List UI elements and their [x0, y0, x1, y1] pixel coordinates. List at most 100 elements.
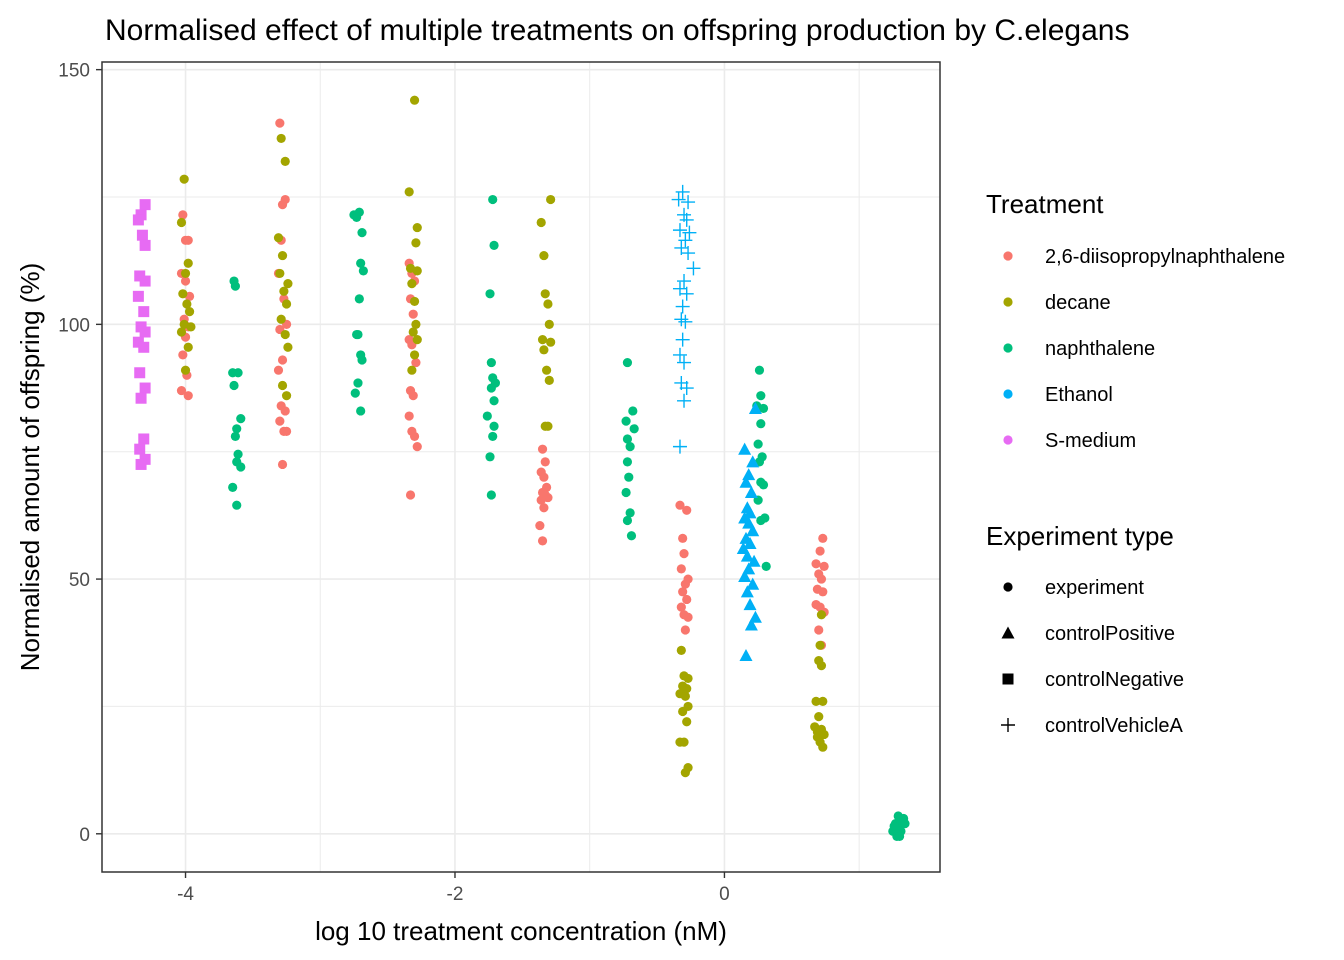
y-axis: 0 50 100 150 — [58, 61, 102, 846]
data-point — [138, 341, 150, 353]
data-point — [178, 350, 188, 360]
data-point — [357, 355, 367, 365]
data-point — [744, 485, 758, 498]
data-point — [818, 742, 828, 752]
data-point — [540, 457, 550, 467]
data-point — [544, 319, 554, 329]
data-point — [357, 228, 367, 238]
data-point — [815, 640, 825, 650]
y-tick-label: 150 — [58, 61, 90, 82]
data-point — [412, 442, 422, 452]
legend-key — [1003, 297, 1013, 307]
data-point — [738, 442, 752, 455]
data-point — [356, 258, 366, 268]
x-tick-label: -4 — [177, 884, 194, 905]
y-tick-label: 100 — [58, 315, 90, 336]
data-point — [682, 225, 697, 240]
data-point — [488, 194, 498, 205]
data-point — [682, 684, 692, 694]
data-point — [228, 482, 238, 492]
data-point — [744, 618, 758, 631]
data-point — [677, 274, 692, 289]
data-point — [675, 500, 685, 510]
data-point — [680, 768, 690, 778]
data-point — [743, 536, 757, 549]
data-point — [678, 533, 688, 543]
data-point — [679, 212, 694, 227]
data-point — [277, 380, 288, 391]
data-point — [678, 587, 688, 597]
data-point — [818, 587, 828, 597]
data-point — [624, 472, 634, 482]
data-point — [178, 289, 188, 299]
legend-item: controlVehicleA — [1001, 715, 1184, 737]
data-point — [539, 345, 549, 355]
legend-key — [1003, 435, 1013, 445]
data-point — [679, 549, 689, 559]
data-point — [183, 258, 193, 268]
data-point — [626, 531, 637, 541]
data-point — [819, 729, 829, 740]
plot-area — [101, 61, 941, 873]
data-point — [683, 673, 693, 684]
data-point — [682, 594, 692, 605]
legend-item: S-medium — [1003, 430, 1136, 452]
data-point — [816, 574, 827, 584]
data-point — [409, 431, 420, 442]
data-point — [675, 299, 690, 314]
legend-label: S-medium — [1045, 430, 1136, 452]
series-decane-experiment — [176, 95, 829, 778]
data-point — [485, 289, 495, 299]
data-point — [132, 290, 144, 302]
chart-title: Normalised effect of multiple treatments… — [105, 14, 1129, 47]
grid-lines — [102, 62, 940, 872]
legend-item: naphthalene — [1003, 338, 1155, 360]
data-point — [816, 610, 827, 620]
legend-key — [1003, 389, 1013, 399]
data-point — [756, 515, 766, 526]
data-point — [411, 238, 421, 248]
legend-label: controlVehicleA — [1045, 715, 1184, 737]
legend-item: controlPositive — [1001, 623, 1175, 645]
data-point — [742, 516, 756, 529]
data-point — [482, 411, 492, 421]
data-point — [277, 250, 288, 261]
x-axis: -4 -2 0 — [177, 872, 730, 905]
data-point — [678, 233, 693, 248]
data-point — [622, 515, 633, 526]
data-point — [186, 322, 196, 332]
data-point — [488, 431, 498, 442]
data-point — [544, 375, 554, 385]
y-axis-label: Normalised amount of offspring (%) — [15, 263, 45, 671]
legend-item: experiment — [1003, 577, 1144, 599]
data-point — [178, 210, 188, 220]
data-point — [236, 462, 246, 472]
data-point — [404, 411, 414, 421]
data-point — [281, 299, 292, 309]
series-ethanol-controlvehiclea — [671, 184, 701, 454]
data-point — [411, 357, 421, 368]
series-s-medium-controlnegative — [132, 199, 151, 470]
data-point — [743, 506, 757, 519]
data-point — [281, 426, 292, 436]
x-tick-label: -2 — [447, 884, 464, 905]
data-point — [678, 706, 688, 717]
legend: Treatment 2,6-diisopropylnaphthalene deca… — [986, 189, 1285, 737]
data-point — [354, 294, 364, 304]
data-point — [407, 365, 417, 375]
data-point — [408, 327, 418, 337]
data-point — [283, 279, 293, 289]
data-point — [232, 500, 242, 510]
legend-label: controlNegative — [1045, 669, 1184, 691]
data-point — [814, 625, 824, 635]
panel-border — [101, 61, 941, 873]
data-point — [756, 419, 766, 429]
data-point — [134, 443, 146, 455]
data-point — [232, 424, 242, 434]
data-point — [671, 192, 686, 207]
legend-key — [1001, 626, 1015, 639]
data-point — [138, 306, 150, 318]
legend-key — [1002, 673, 1014, 685]
legend-label: naphthalene — [1045, 338, 1155, 360]
